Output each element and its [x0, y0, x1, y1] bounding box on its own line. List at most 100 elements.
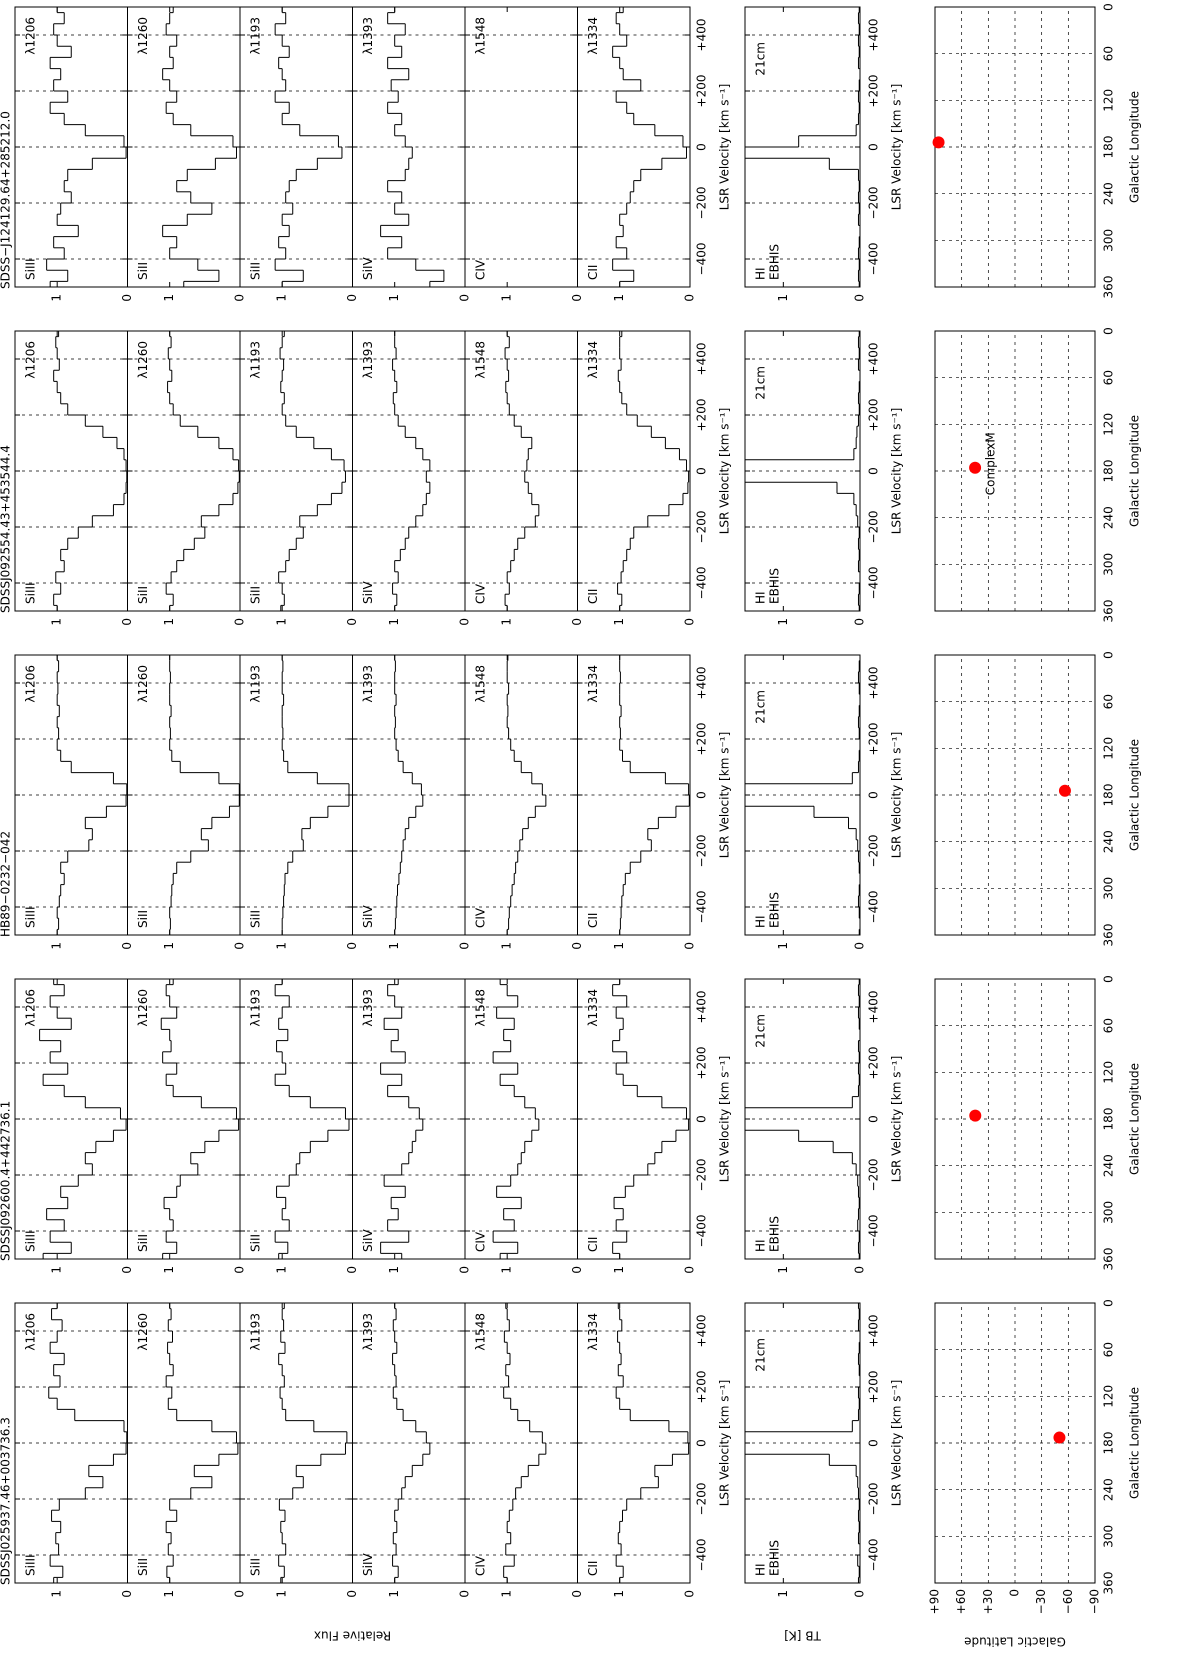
y-tick-label: 0	[233, 618, 247, 626]
map-y-axis-label: Galactic Latitude	[964, 1635, 1066, 1649]
x-tick-label: +200	[695, 1047, 709, 1080]
map-x-tick-label: 180	[1102, 1432, 1116, 1455]
x-tick-label: −200	[867, 187, 881, 220]
x-tick-label: −200	[695, 1483, 709, 1516]
map-x-tick-label: 60	[1102, 1018, 1116, 1033]
ion-label: SiII	[136, 1558, 150, 1576]
x-tick-label: 0	[695, 791, 709, 799]
line-label: 21cm	[754, 690, 768, 724]
panel-plot	[240, 979, 353, 1259]
sightline-position	[932, 136, 945, 149]
y-tick-label: 0	[458, 942, 472, 950]
y-tick-label: 0	[233, 942, 247, 950]
line-label: λ1393	[361, 989, 375, 1027]
x-tick-label: −400	[867, 567, 881, 600]
map-x-tick-label: 60	[1102, 370, 1116, 385]
y-tick-label: 1	[387, 618, 401, 626]
panel-plot	[745, 979, 860, 1259]
map-x-tick-label: 180	[1102, 460, 1116, 483]
ion-label: HI	[754, 1563, 768, 1576]
x-axis-label: LSR Velocity [km s⁻¹]	[890, 1056, 904, 1183]
sightline-name: SDSS−J124129.64+285212.0	[0, 111, 13, 289]
y-tick-label: 1	[612, 618, 626, 626]
line-label: λ1260	[136, 17, 150, 55]
map-x-tick-label: 240	[1102, 1154, 1116, 1177]
line-label: λ1334	[586, 1313, 600, 1351]
line-label: λ1206	[24, 1313, 38, 1351]
y-tick-label: 1	[275, 1590, 289, 1598]
panel-plot	[352, 979, 465, 1259]
sightline-name: HB89−0232−042	[0, 831, 13, 937]
x-tick-label: +400	[867, 991, 881, 1024]
map-y-tick-label: −30	[1034, 1589, 1048, 1614]
ion-label: SiIII	[24, 906, 38, 928]
map-x-tick-label: 360	[1102, 924, 1116, 947]
y-tick-label: 1	[612, 1266, 626, 1274]
ion-label: CIV	[474, 907, 488, 928]
y-tick-label: 0	[853, 942, 867, 950]
x-axis-label: LSR Velocity [km s⁻¹]	[718, 84, 732, 211]
y-tick-label: 0	[570, 294, 584, 302]
x-tick-label: −200	[867, 511, 881, 544]
x-tick-label: −200	[867, 1159, 881, 1192]
sightline-position	[969, 461, 982, 474]
x-tick-label: −200	[695, 835, 709, 868]
ion-label: SiII	[249, 586, 263, 604]
line-label: λ1334	[586, 665, 600, 703]
map-y-tick-label: +60	[954, 1589, 968, 1614]
map-x-tick-label: 300	[1102, 1525, 1116, 1548]
sightline-name: SDSSJ025937.46+003736.3	[0, 1417, 13, 1585]
line-label: λ1548	[474, 17, 488, 55]
y-tick-label: 1	[50, 942, 64, 950]
map-x-tick-label: 240	[1102, 1478, 1116, 1501]
y-tick-label: 1	[612, 1590, 626, 1598]
line-label: λ1334	[586, 341, 600, 379]
map-frame	[934, 978, 1096, 1260]
x-tick-label: −200	[695, 511, 709, 544]
map-x-tick-label: 360	[1102, 1572, 1116, 1595]
panel-plot	[745, 7, 860, 287]
map-x-tick-label: 240	[1102, 182, 1116, 205]
x-tick-label: −200	[695, 1159, 709, 1192]
y-tick-label: 1	[275, 294, 289, 302]
panel-plot	[127, 1303, 240, 1583]
x-tick-label: +200	[695, 399, 709, 432]
survey-label: EBHIS	[768, 892, 782, 928]
x-axis-label: LSR Velocity [km s⁻¹]	[890, 1380, 904, 1507]
map-x-tick-label: 360	[1102, 600, 1116, 623]
line-label: λ1548	[474, 665, 488, 703]
map-y-tick-label: −90	[1088, 1589, 1102, 1614]
map-x-tick-label: 300	[1102, 877, 1116, 900]
panel-plot	[577, 655, 690, 935]
y-tick-label: 1	[162, 294, 176, 302]
line-label: λ1260	[136, 1313, 150, 1351]
ion-label: SiIV	[361, 1229, 375, 1252]
ion-label: CIV	[474, 259, 488, 280]
ion-label: SiII	[136, 262, 150, 280]
y-tick-label: 1	[776, 1266, 790, 1274]
panel-plot	[352, 655, 465, 935]
map-x-axis-label: Galactic Longitude	[1128, 739, 1142, 851]
panel-plot	[465, 331, 578, 611]
panel-plot	[577, 7, 690, 287]
y-tick-label: 1	[500, 942, 514, 950]
line-label: 21cm	[754, 1014, 768, 1048]
survey-label: EBHIS	[768, 244, 782, 280]
x-tick-label: −400	[695, 243, 709, 276]
annotation: ComplexM	[984, 432, 998, 495]
x-tick-label: +200	[695, 75, 709, 108]
panel-plot	[240, 655, 353, 935]
x-tick-label: 0	[867, 467, 881, 475]
x-axis-label: LSR Velocity [km s⁻¹]	[718, 1380, 732, 1507]
ion-label: SiIV	[361, 257, 375, 280]
line-label: λ1393	[361, 665, 375, 703]
line-label: λ1260	[136, 341, 150, 379]
x-tick-label: +200	[695, 723, 709, 756]
map-frame	[934, 330, 1096, 612]
x-tick-label: −400	[695, 1215, 709, 1248]
y-tick-label: 0	[683, 618, 697, 626]
line-label: λ1206	[24, 665, 38, 703]
x-axis-label: LSR Velocity [km s⁻¹]	[890, 408, 904, 535]
y-tick-label: 1	[50, 618, 64, 626]
y-axis-label: Relative Flux	[314, 1629, 391, 1643]
